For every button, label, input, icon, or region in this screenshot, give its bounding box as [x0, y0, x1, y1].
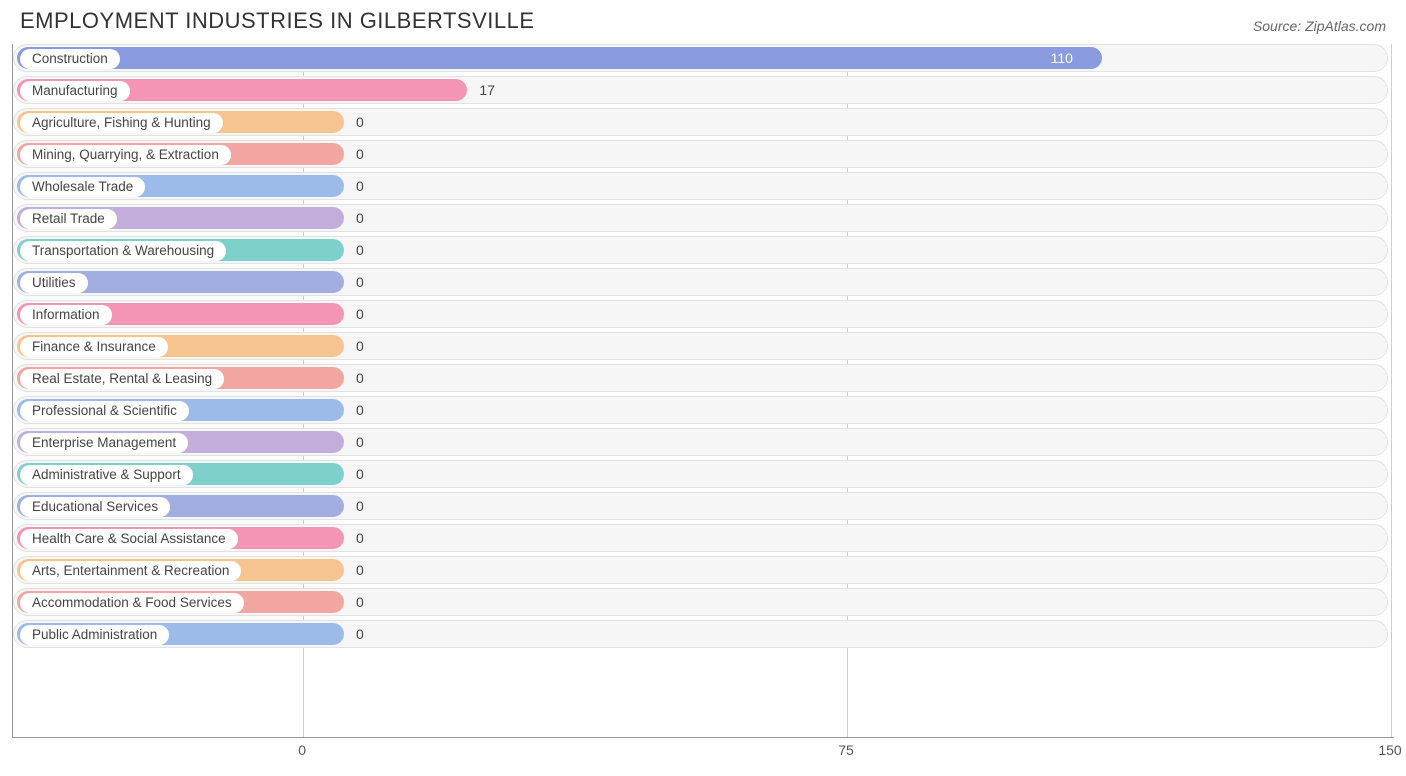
bar-value-label: 0 — [356, 269, 364, 295]
bar-value-label: 0 — [356, 429, 364, 455]
bar-track: Wholesale Trade 0 — [13, 172, 1388, 200]
x-axis-labels: 075150 — [12, 738, 1394, 762]
bar-category-label: Mining, Quarrying, & Extraction — [20, 145, 231, 165]
bar-value-label: 0 — [356, 621, 364, 647]
bar-category-label: Arts, Entertainment & Recreation — [20, 561, 241, 581]
bar-value-label: 0 — [356, 205, 364, 231]
bar-track: Utilities 0 — [13, 268, 1388, 296]
bar-value-label: 0 — [356, 557, 364, 583]
bar-value-label: 0 — [356, 589, 364, 615]
chart-source: Source: ZipAtlas.com — [1253, 18, 1386, 34]
bar-value-label: 0 — [356, 141, 364, 167]
bar-track: Accommodation & Food Services 0 — [13, 588, 1388, 616]
bar-category-label: Finance & Insurance — [20, 337, 168, 357]
bar-value-label: 0 — [356, 109, 364, 135]
bar-value-label: 0 — [356, 365, 364, 391]
bar-category-label: Transportation & Warehousing — [20, 241, 226, 261]
bar-track: Public Administration 0 — [13, 620, 1388, 648]
bar-track: Finance & Insurance 0 — [13, 332, 1388, 360]
bar-track: Construction 110 — [13, 44, 1388, 72]
bar-value-label: 0 — [356, 461, 364, 487]
bar-category-label: Educational Services — [20, 497, 170, 517]
bar-track: Professional & Scientific 0 — [13, 396, 1388, 424]
bar-track: Real Estate, Rental & Leasing 0 — [13, 364, 1388, 392]
chart-plot-area: Construction 110 Manufacturing 17 Agricultur… — [12, 44, 1394, 738]
bar-category-label: Wholesale Trade — [20, 177, 145, 197]
bar-value-label: 0 — [356, 173, 364, 199]
chart-title: EMPLOYMENT INDUSTRIES IN GILBERTSVILLE — [20, 8, 535, 34]
bar-track: Administrative & Support 0 — [13, 460, 1388, 488]
chart-header: EMPLOYMENT INDUSTRIES IN GILBERTSVILLE S… — [0, 0, 1406, 40]
bar-track: Transportation & Warehousing 0 — [13, 236, 1388, 264]
bar-value-label: 0 — [356, 333, 364, 359]
x-axis-tick-label: 75 — [838, 742, 854, 758]
bar-value-label: 0 — [356, 237, 364, 263]
bar — [17, 47, 1102, 69]
gridline — [1391, 44, 1392, 737]
bar-category-label: Agriculture, Fishing & Hunting — [20, 113, 223, 133]
bar-track: Agriculture, Fishing & Hunting 0 — [13, 108, 1388, 136]
bar-track: Manufacturing 17 — [13, 76, 1388, 104]
bar-category-label: Information — [20, 305, 112, 325]
bar-category-label: Accommodation & Food Services — [20, 593, 244, 613]
bar-value-label: 0 — [356, 397, 364, 423]
bar-category-label: Public Administration — [20, 625, 169, 645]
x-axis-tick-label: 150 — [1378, 742, 1401, 758]
bar-category-label: Manufacturing — [20, 81, 130, 101]
bar-category-label: Retail Trade — [20, 209, 117, 229]
bar-category-label: Administrative & Support — [20, 465, 193, 485]
bar-category-label: Utilities — [20, 273, 88, 293]
bar-category-label: Real Estate, Rental & Leasing — [20, 369, 224, 389]
bar-track: Arts, Entertainment & Recreation 0 — [13, 556, 1388, 584]
bar-track: Information 0 — [13, 300, 1388, 328]
bar-track: Retail Trade 0 — [13, 204, 1388, 232]
bar-value-label: 110 — [1051, 45, 1073, 71]
bar-track: Mining, Quarrying, & Extraction 0 — [13, 140, 1388, 168]
bar-value-label: 0 — [356, 525, 364, 551]
x-axis-tick-label: 0 — [298, 742, 306, 758]
bar-category-label: Construction — [20, 49, 120, 69]
bar-track: Health Care & Social Assistance 0 — [13, 524, 1388, 552]
bar-track: Educational Services 0 — [13, 492, 1388, 520]
bar-value-label: 0 — [356, 493, 364, 519]
bar-category-label: Professional & Scientific — [20, 401, 189, 421]
bar-category-label: Health Care & Social Assistance — [20, 529, 238, 549]
bar-value-label: 17 — [479, 77, 495, 103]
bar-track: Enterprise Management 0 — [13, 428, 1388, 456]
bar-value-label: 0 — [356, 301, 364, 327]
bar-category-label: Enterprise Management — [20, 433, 188, 453]
